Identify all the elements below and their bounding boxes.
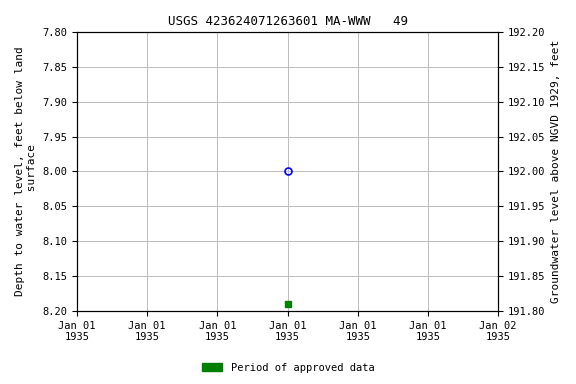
Y-axis label: Groundwater level above NGVD 1929, feet: Groundwater level above NGVD 1929, feet: [551, 40, 561, 303]
Y-axis label: Depth to water level, feet below land
 surface: Depth to water level, feet below land su…: [15, 46, 37, 296]
Title: USGS 423624071263601 MA-WWW   49: USGS 423624071263601 MA-WWW 49: [168, 15, 408, 28]
Legend: Period of approved data: Period of approved data: [198, 359, 378, 377]
